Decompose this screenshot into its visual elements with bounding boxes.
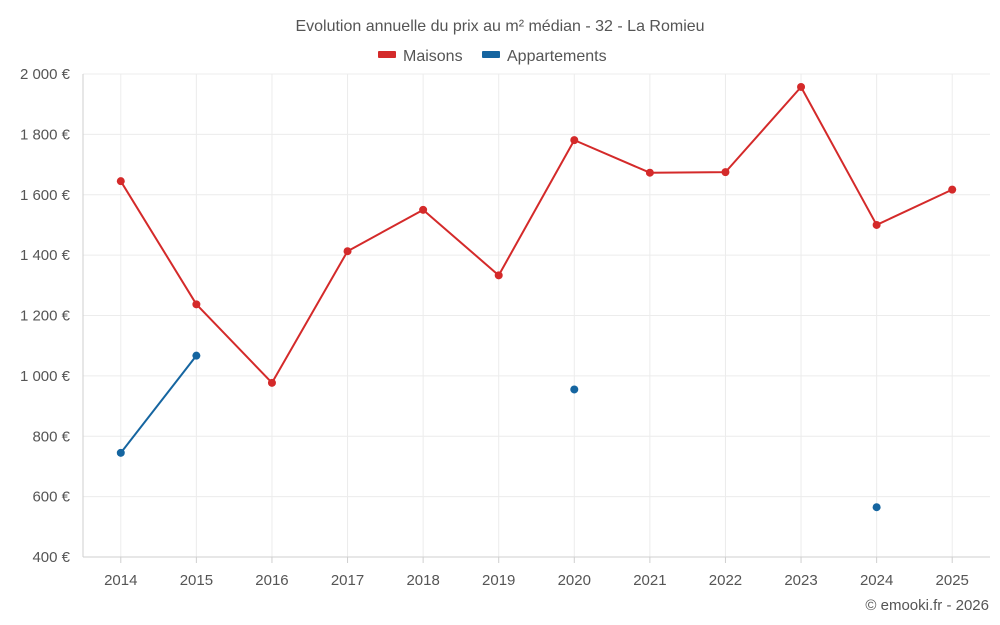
data-point-appartements [192,351,201,360]
series-maisons [116,82,957,387]
x-tick-label: 2025 [936,572,969,589]
x-tick-label: 2020 [558,572,591,589]
data-point-maisons [267,378,276,387]
y-tick-label: 1 000 € [20,368,71,385]
y-tick-labels: 400 € 600 € 800 € 1 000 € 1 200 € 1 400 € 1 60… [20,66,71,566]
data-point-maisons [116,177,125,186]
y-gridlines [83,73,990,498]
legend-swatch-appartements [482,51,500,58]
data-point-maisons [645,168,654,177]
legend: Maisons Appartements [378,48,607,65]
x-tick-labels: 2014 2015 2016 2017 2018 2019 2020 2021 2022 2023… [104,572,969,589]
series-line-appartements [120,355,198,454]
x-tick-label: 2021 [633,572,666,589]
credit-text: © emooki.fr - 2026 [865,597,989,614]
x-tick-label: 2017 [331,572,364,589]
legend-swatch-maisons [378,51,396,58]
legend-label-appartements: Appartements [507,48,607,65]
y-tick-label: 2 000 € [20,66,71,83]
series-group [116,82,957,512]
data-point-maisons [948,185,957,194]
x-tick-label: 2016 [255,572,288,589]
y-tick-label: 1 200 € [20,308,71,325]
legend-label-maisons: Maisons [403,48,463,65]
data-point-maisons [797,82,806,91]
data-point-appartements [872,503,881,512]
y-tick-label: 400 € [32,549,70,566]
series-line-maisons [119,85,953,384]
data-point-maisons [343,247,352,256]
data-point-maisons [721,168,730,177]
y-tick-label: 800 € [32,428,70,445]
y-tick-label: 600 € [32,489,70,506]
data-point-appartements [570,385,579,394]
x-tick-label: 2015 [180,572,213,589]
x-tick-label: 2018 [406,572,439,589]
x-gridlines [120,74,953,563]
y-tick-label: 1 600 € [20,187,71,204]
x-tick-label: 2024 [860,572,893,589]
data-point-maisons [872,220,881,229]
series-appartements [116,351,881,512]
x-tick-label: 2023 [784,572,817,589]
x-tick-label: 2022 [709,572,742,589]
y-tick-label: 1 400 € [20,247,71,264]
data-point-maisons [419,205,428,214]
x-tick-label: 2014 [104,572,137,589]
y-tick-label: 1 800 € [20,126,71,143]
axes [82,74,990,558]
x-tick-label: 2019 [482,572,515,589]
data-point-appartements [116,448,125,457]
data-point-maisons [192,300,201,309]
chart-title: Evolution annuelle du prix au m² médian … [295,18,704,35]
data-point-maisons [494,271,503,280]
data-point-maisons [570,136,579,145]
